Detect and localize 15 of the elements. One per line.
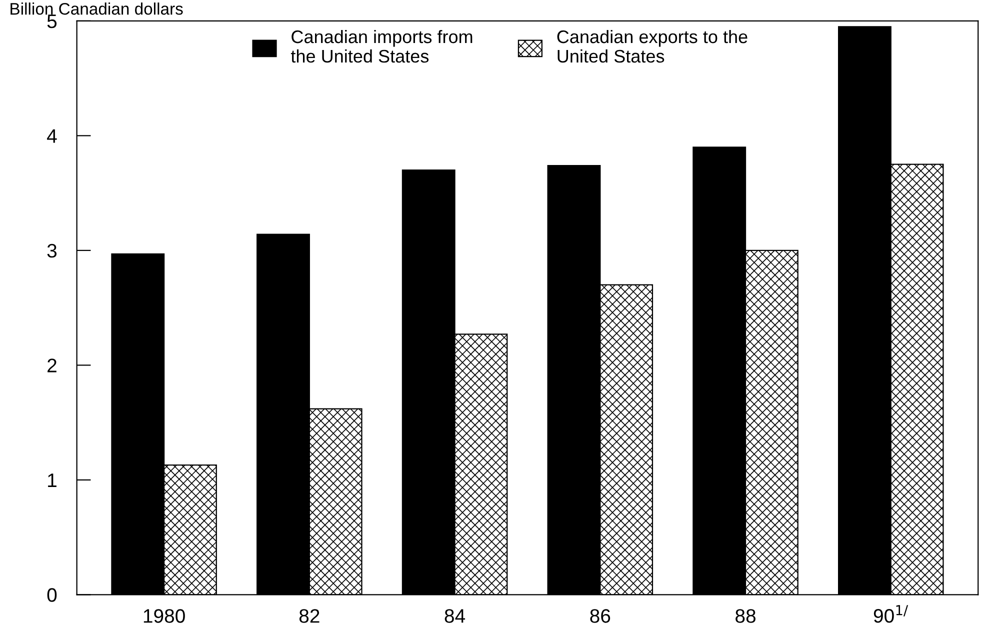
y-tick-label: 4 — [47, 129, 57, 143]
y-axis-title: Billion Canadian dollars — [10, 2, 183, 15]
y-tick-label: 0 — [47, 588, 57, 602]
x-tick-label: 1980 — [144, 609, 185, 623]
x-tick-label: 84 — [444, 609, 466, 623]
x-tick-label: 86 — [590, 609, 610, 623]
x-tick-label: 88 — [736, 609, 756, 623]
y-tick-label: 3 — [47, 244, 57, 258]
x-tick-label: 90$^{1/}$ — [874, 605, 908, 623]
y-tick-label: 5 — [47, 14, 57, 28]
legend-label: Canadian imports from the United States — [290, 30, 472, 63]
y-tick-label: 1 — [48, 474, 56, 487]
y-tick-label: 2 — [48, 358, 56, 372]
x-tick-label: 82 — [299, 609, 320, 623]
legend-label: Canadian exports to the United States — [557, 30, 748, 63]
